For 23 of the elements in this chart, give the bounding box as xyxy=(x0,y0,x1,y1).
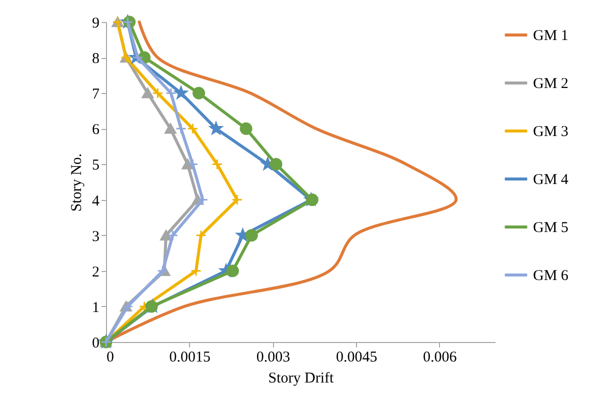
y-tick-label: 6 xyxy=(92,122,100,138)
x-tick-label: 0.0015 xyxy=(169,350,210,366)
y-tick-label: 8 xyxy=(92,51,100,68)
legend-label: GM 2 xyxy=(533,76,568,92)
y-tick-label: 2 xyxy=(92,264,100,280)
y-tick-label: 7 xyxy=(92,86,100,103)
legend-label: GM 1 xyxy=(533,28,568,44)
y-axis-title: Story No. xyxy=(69,153,85,212)
legend-label: GM 5 xyxy=(533,220,568,236)
legend-label: GM 6 xyxy=(533,268,569,284)
x-tick-label: 0.0045 xyxy=(336,350,378,366)
x-tick-label: 0.003 xyxy=(256,350,290,366)
y-tick-label: 5 xyxy=(92,158,100,174)
y-tick-label: 9 xyxy=(92,16,100,32)
legend-label: GM 3 xyxy=(533,124,568,140)
legend-label: GM 4 xyxy=(533,172,569,188)
x-tick-label: 0.006 xyxy=(423,350,458,366)
x-tick-label: 0 xyxy=(106,350,114,366)
y-tick-label: 3 xyxy=(92,228,100,245)
x-axis-title: Story Drift xyxy=(268,370,335,386)
y-tick-label: 4 xyxy=(92,193,100,210)
y-tick-label: 1 xyxy=(92,300,100,316)
y-tick-label: 0 xyxy=(92,336,100,352)
